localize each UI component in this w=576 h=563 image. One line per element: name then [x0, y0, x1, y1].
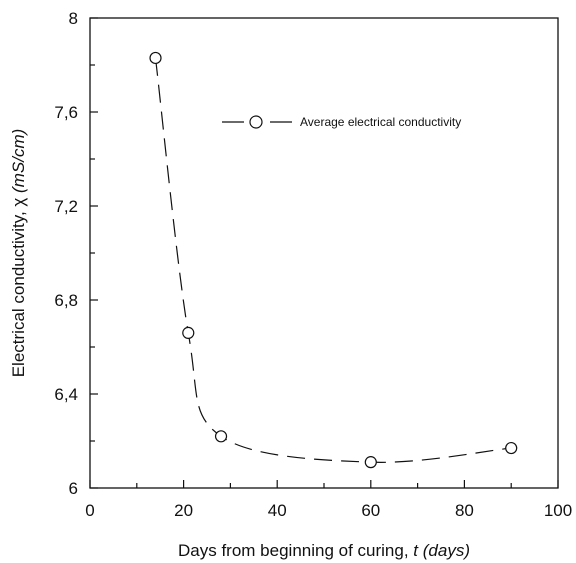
- y-axis-title-text: Electrical conductivity, χ: [9, 193, 28, 377]
- y-tick-label: 6: [69, 479, 78, 498]
- x-axis-title-unit: t (days): [413, 541, 470, 560]
- series-layer: [149, 51, 518, 469]
- data-point: [182, 326, 195, 339]
- data-point: [364, 456, 377, 469]
- x-tick-label: 80: [455, 501, 474, 520]
- x-tick-label: 0: [85, 501, 94, 520]
- y-tick-label: 6,4: [54, 385, 78, 404]
- y-tick-label: 6,8: [54, 291, 78, 310]
- legend-marker: [249, 115, 263, 129]
- y-tick-label: 7,6: [54, 103, 78, 122]
- y-tick-label: 7,2: [54, 197, 78, 216]
- x-axis-title: Days from beginning of curing, t (days): [178, 541, 470, 560]
- y-axis-title-unit: (mS/cm): [9, 129, 28, 193]
- x-tick-label: 100: [544, 501, 572, 520]
- y-axis-title: Electrical conductivity, χ (mS/cm): [9, 129, 28, 378]
- y-axis-tick-labels: 6 6,4 6,8 7,2 7,6 8: [54, 9, 78, 498]
- x-tick-label: 20: [174, 501, 193, 520]
- plot-frame: [89, 17, 559, 489]
- x-axis-ticks: [89, 480, 559, 488]
- y-tick-label: 8: [69, 9, 78, 28]
- x-axis-tick-labels: 0 20 40 60 80 100: [85, 501, 572, 520]
- plot-area-border: [89, 17, 559, 489]
- series-line-0: [154, 57, 512, 463]
- data-point: [149, 51, 162, 65]
- legend-label: Average electrical conductivity: [300, 115, 461, 129]
- x-tick-label: 40: [268, 501, 287, 520]
- y-axis-ticks: [90, 17, 98, 489]
- data-point: [214, 430, 228, 443]
- x-tick-label: 60: [361, 501, 380, 520]
- x-axis-title-text: Days from beginning of curing,: [178, 541, 413, 560]
- data-point: [505, 441, 518, 455]
- legend: Average electrical conductivity: [222, 115, 461, 129]
